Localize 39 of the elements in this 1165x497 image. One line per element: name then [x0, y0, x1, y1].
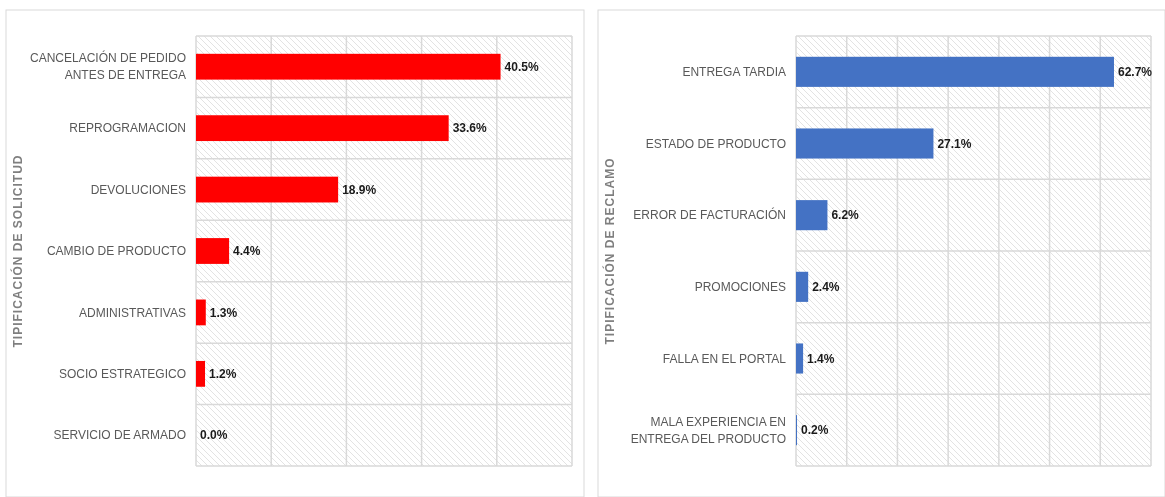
data-label: 62.7%	[1117, 65, 1153, 80]
y-tick-label: ESTADO DE PRODUCTO	[645, 136, 786, 151]
y-tick-label: PROMOCIONES	[694, 280, 786, 295]
data-label: 0.2%	[801, 423, 829, 438]
y-tick-label: CANCELACIÓN DE PEDIDO ANTES DE ENTREGA	[29, 50, 186, 83]
data-label: 33.6%	[452, 121, 488, 136]
data-label: 40.5%	[504, 59, 539, 74]
bar	[796, 128, 934, 159]
y-tick-label: ERROR DE FACTURACIÓN	[633, 207, 786, 223]
bar	[796, 200, 828, 231]
data-label: 1.2%	[209, 367, 237, 382]
data-label: 2.4%	[812, 280, 840, 295]
y-tick-label: ADMINISTRATIVAS	[79, 305, 186, 320]
bar	[796, 56, 1114, 87]
data-label: 0.0%	[200, 428, 228, 443]
bar	[196, 53, 501, 80]
data-label: 4.4%	[233, 244, 261, 259]
bar	[196, 176, 339, 203]
bar	[196, 299, 206, 326]
y-axis-title: TIPIFICACIÓN DE RECLAMO	[602, 157, 617, 345]
data-label: 1.4%	[807, 351, 835, 366]
y-tick-label: DEVOLUCIONES	[90, 182, 186, 197]
data-label: 6.2%	[831, 208, 860, 223]
bar	[196, 360, 206, 387]
data-label: 1.3%	[209, 305, 238, 320]
data-label: 18.9%	[342, 182, 377, 197]
y-tick-label: SOCIO ESTRATEGICO	[58, 367, 186, 382]
bar	[796, 271, 809, 302]
y-tick-label: MALA EXPERIENCIA EN ENTREGA DEL PRODUCTO	[630, 414, 786, 446]
y-tick-label: SERVICIO DE ARMADO	[53, 428, 186, 443]
bar	[196, 115, 449, 142]
y-tick-label: CAMBIO DE PRODUCTO	[46, 244, 186, 259]
y-tick-label: REPROGRAMACION	[69, 121, 186, 136]
bar	[796, 343, 804, 374]
y-axis-title: TIPIFICACIÓN DE SOLICITUD	[10, 154, 25, 348]
y-tick-label: FALLA EN EL PORTAL	[662, 351, 787, 366]
bar	[196, 238, 230, 264]
y-tick-label: ENTREGA TARDIA	[682, 65, 786, 80]
data-label: 27.1%	[937, 136, 972, 151]
